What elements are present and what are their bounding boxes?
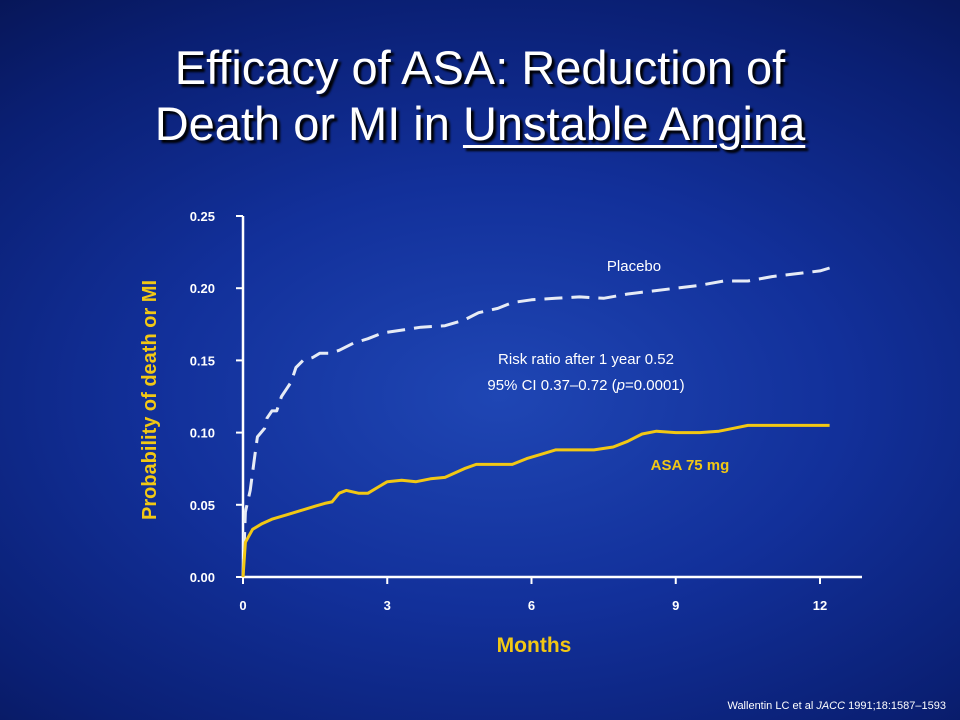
y-tick-label: 0.20 — [190, 281, 215, 296]
chart-series — [241, 266, 831, 578]
citation-ref: 1991;18:1587–1593 — [845, 700, 946, 712]
annotation-ci-post: =0.0001) — [625, 377, 685, 394]
annotation-risk-ratio: Risk ratio after 1 year 0.52 — [498, 351, 674, 368]
x-tick-label: 0 — [239, 598, 246, 613]
y-tick-label: 0.10 — [190, 426, 215, 441]
annotation-ci-pre: 95% CI 0.37–0.72 ( — [487, 377, 616, 394]
chart-axes — [241, 216, 862, 579]
title-line-2-prefix: Death or MI in — [154, 97, 463, 150]
annotation-ci: 95% CI 0.37–0.72 (p=0.0001) — [487, 377, 684, 394]
x-tick-label: 9 — [672, 598, 679, 613]
citation-authors: Wallentin LC et al — [727, 700, 817, 712]
x-tick-label: 12 — [813, 598, 827, 613]
y-axis-title: Probability of death or MI — [139, 280, 161, 520]
citation-journal: JACC — [816, 700, 846, 712]
y-tick-label: 0.05 — [190, 498, 215, 513]
y-tick-label: 0.25 — [190, 209, 215, 224]
citation: Wallentin LC et al JACC 1991;18:1587–159… — [727, 700, 946, 712]
annotation-ci-p: p — [616, 377, 625, 394]
title-line-2: Death or MI in Unstable Angina — [0, 96, 960, 152]
y-tick-label: 0.15 — [190, 353, 215, 368]
series-line-asa — [241, 423, 830, 578]
chart-ticks: 0.00 0.05 0.10 0.15 0.20 0.25 0 3 6 9 12 — [190, 209, 828, 613]
series-label-placebo: Placebo — [607, 258, 661, 275]
slide-title: Efficacy of ASA: Reduction of Death or M… — [0, 40, 960, 152]
y-tick-label: 0.00 — [190, 570, 215, 585]
title-line-1: Efficacy of ASA: Reduction of — [174, 41, 786, 94]
x-tick-label: 3 — [384, 598, 391, 613]
series-line-placebo — [241, 266, 831, 578]
series-label-asa: ASA 75 mg — [651, 457, 730, 474]
x-axis-title: Months — [497, 634, 572, 657]
x-tick-label: 6 — [528, 598, 535, 613]
title-line-2-underlined: Unstable Angina — [462, 97, 806, 150]
